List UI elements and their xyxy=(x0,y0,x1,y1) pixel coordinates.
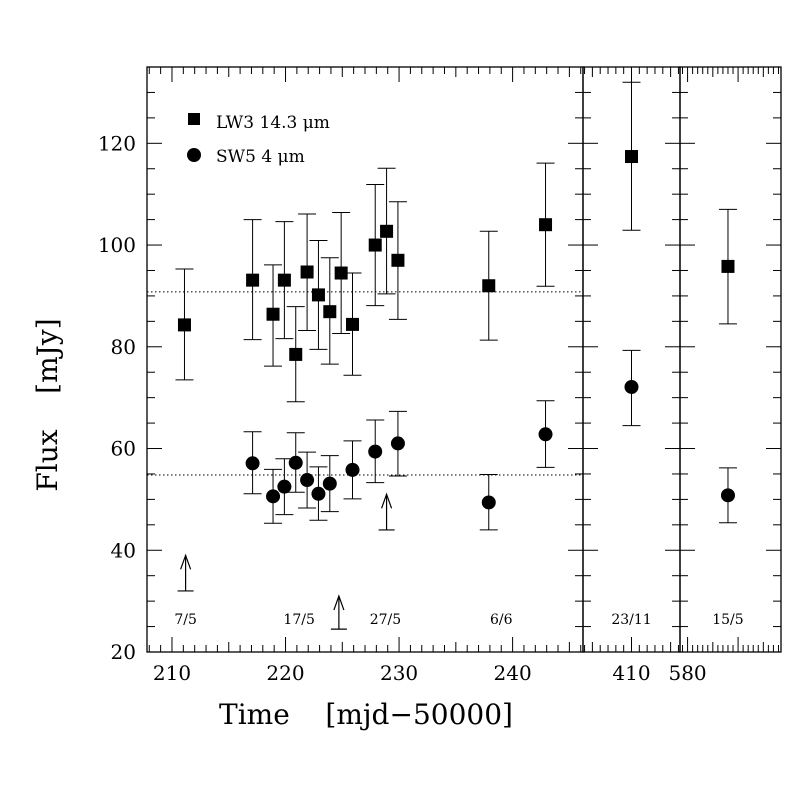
legend: LW3 14.3 μm SW5 4 μm xyxy=(187,113,330,167)
lw3-data-point xyxy=(721,259,735,273)
x-tick-label: 220 xyxy=(266,661,304,685)
date-label: 6/6 xyxy=(490,612,513,628)
observation-arrow-head xyxy=(333,594,345,611)
sw5-data-point xyxy=(288,455,303,470)
legend-circle-marker xyxy=(187,148,201,162)
date-label: 23/11 xyxy=(611,612,651,628)
panel-frame xyxy=(679,66,782,653)
lw3-data-point xyxy=(277,273,291,287)
y-tick-label: 80 xyxy=(111,335,136,359)
lw3-data-point xyxy=(539,218,553,232)
lw3-data-point xyxy=(482,279,496,293)
legend-square-marker xyxy=(188,113,200,125)
date-label: 27/5 xyxy=(370,612,401,628)
data-marks xyxy=(175,81,737,630)
x-tick-label: 580 xyxy=(668,661,706,685)
lw3-data-point xyxy=(323,305,337,319)
lw3-data-point xyxy=(380,224,394,238)
sw5-data-point xyxy=(245,456,260,471)
lw3-data-point xyxy=(391,253,405,267)
lw3-data-point xyxy=(266,307,280,321)
x-tick-label: 230 xyxy=(380,661,418,685)
y-axis-title: Flux [mJy] xyxy=(31,318,64,491)
sw5-data-point xyxy=(311,486,326,501)
sw5-data-point xyxy=(300,473,315,488)
x-axis-title: Time [mjd−50000] xyxy=(219,698,513,731)
y-tick-label: 60 xyxy=(111,437,136,461)
x-tick-label: 210 xyxy=(153,661,191,685)
sw5-data-point xyxy=(624,379,639,394)
legend-label-sw5: SW5 4 μm xyxy=(216,147,305,167)
axis-ticks xyxy=(147,66,781,653)
date-label: 15/5 xyxy=(712,612,743,628)
sw5-data-point xyxy=(322,476,337,491)
lw3-data-point xyxy=(311,288,325,302)
legend-label-lw3: LW3 14.3 μm xyxy=(216,113,330,133)
text-labels: 20 40 60 80 100 120 210 220 230 240 7/5 17/5 27/5 6/6… xyxy=(98,131,744,685)
sw5-data-point xyxy=(538,427,553,442)
sw5-data-point xyxy=(720,488,735,503)
sw5-data-point xyxy=(390,436,405,451)
x-tick-label: 240 xyxy=(494,661,532,685)
lw3-data-point xyxy=(368,238,382,252)
lw3-data-point xyxy=(334,266,348,280)
date-label: 17/5 xyxy=(283,612,314,628)
lw3-data-point xyxy=(289,347,303,361)
observation-arrow-head xyxy=(381,492,393,509)
panel-frame xyxy=(146,66,584,653)
lw3-data-point xyxy=(625,150,638,164)
sw5-data-point xyxy=(345,462,360,477)
sw5-data-point xyxy=(481,495,496,510)
y-tick-label: 120 xyxy=(98,131,136,155)
observation-arrow-head xyxy=(180,553,192,570)
lw3-data-point xyxy=(246,273,260,287)
sw5-data-point xyxy=(277,479,292,494)
lw3-data-point xyxy=(346,317,360,331)
sw5-data-point xyxy=(266,489,281,504)
y-tick-label: 20 xyxy=(111,640,136,664)
lw3-data-point xyxy=(177,318,191,332)
y-tick-label: 100 xyxy=(98,233,136,257)
reference-lines xyxy=(147,291,583,476)
date-label: 7/5 xyxy=(174,612,197,628)
y-tick-label: 40 xyxy=(111,538,136,562)
sw5-data-point xyxy=(368,444,383,459)
x-tick-label: 410 xyxy=(612,661,650,685)
lw3-data-point xyxy=(300,265,314,279)
